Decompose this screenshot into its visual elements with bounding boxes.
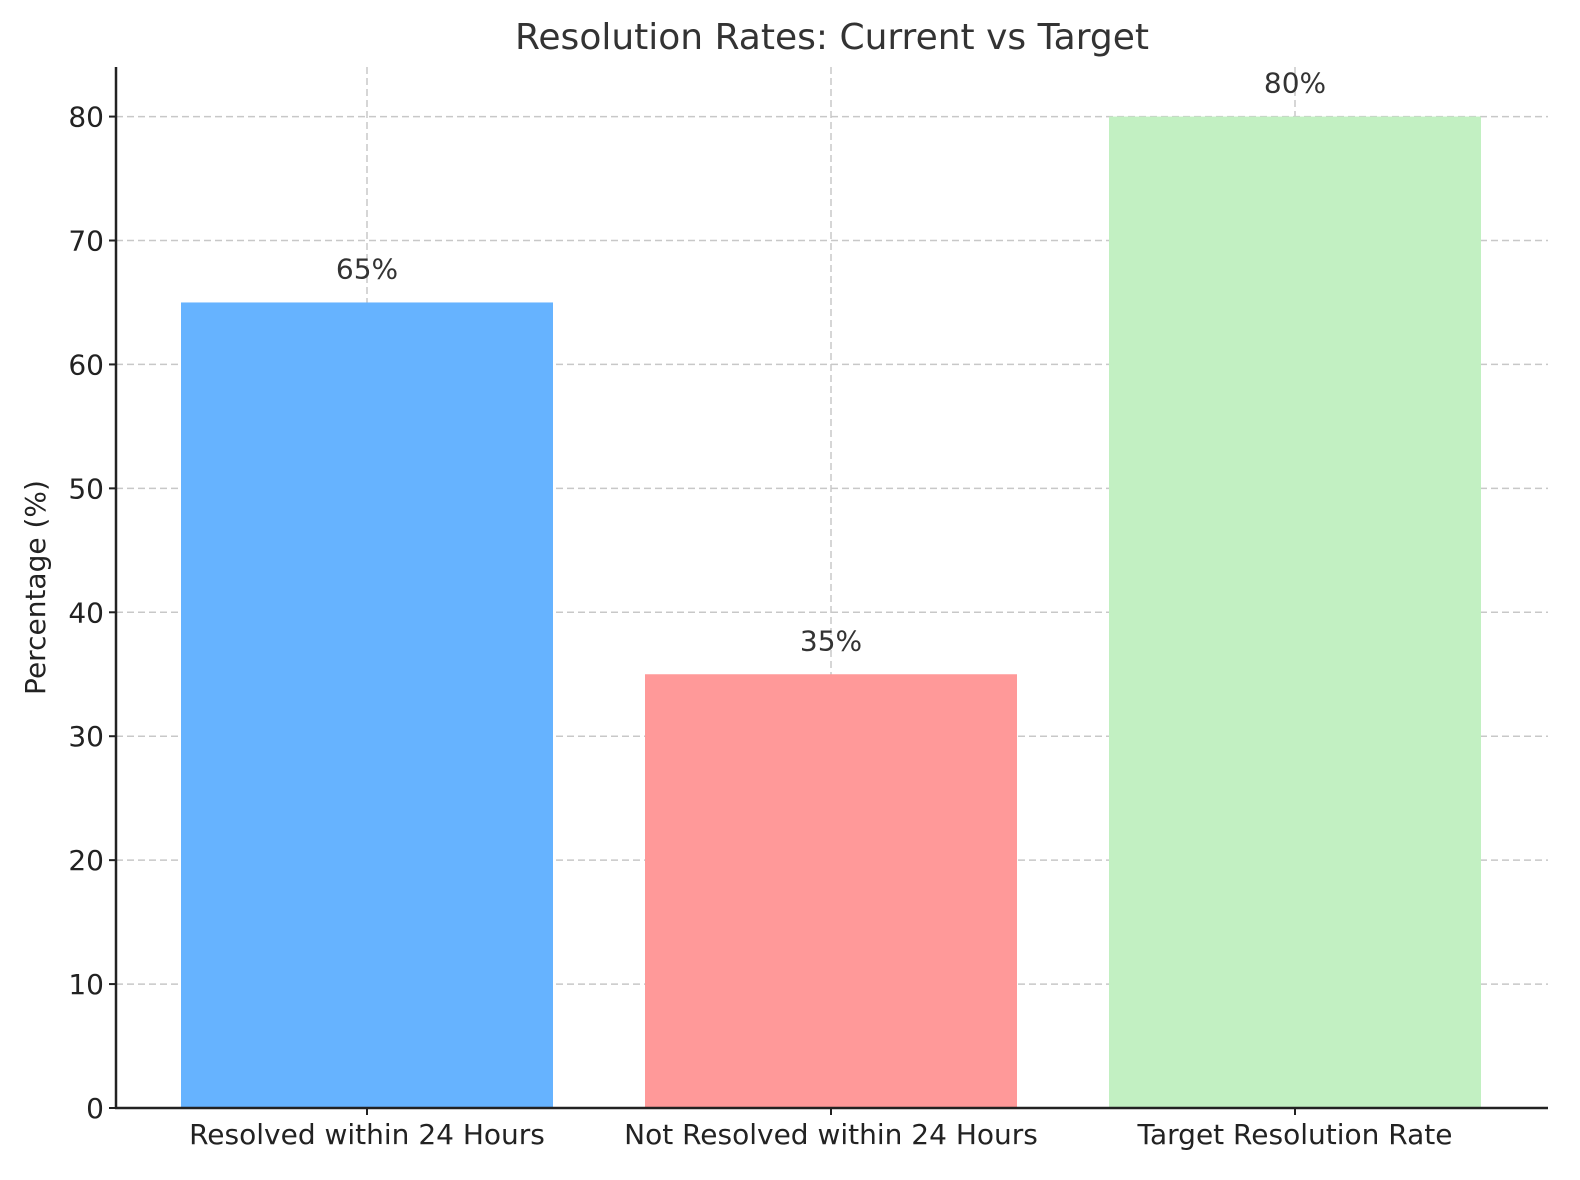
bar <box>1109 116 1481 1109</box>
y-tick-label: 10 <box>68 968 104 1001</box>
ticks-layer: 0 10 20 30 40 50 60 70 80 Resolved within 24 Hour… <box>68 101 1452 1151</box>
y-tick-label: 40 <box>68 596 104 629</box>
chart-title: Resolution Rates: Current vs Target <box>515 17 1149 58</box>
x-tick-label: Not Resolved within 24 Hours <box>624 1118 1038 1151</box>
y-tick-label: 70 <box>68 225 104 258</box>
bar <box>181 302 553 1108</box>
y-tick-label: 80 <box>68 101 104 134</box>
y-tick-label: 20 <box>68 844 104 877</box>
bars-layer <box>181 116 1481 1109</box>
bar-value-label: 35% <box>800 624 862 657</box>
bar <box>645 674 1017 1108</box>
y-tick-label: 60 <box>68 348 104 381</box>
x-tick-label: Target Resolution Rate <box>1137 1118 1453 1151</box>
bar-value-label: 65% <box>336 252 398 285</box>
y-axis-label: Percentage (%) <box>19 480 52 695</box>
y-tick-label: 50 <box>68 472 104 505</box>
y-tick-label: 30 <box>68 720 104 753</box>
x-tick-label: Resolved within 24 Hours <box>189 1118 545 1151</box>
y-tick-label: 0 <box>86 1092 104 1125</box>
data-labels-layer: 65% 35% 80% <box>336 67 1326 658</box>
bar-value-label: 80% <box>1264 67 1326 100</box>
